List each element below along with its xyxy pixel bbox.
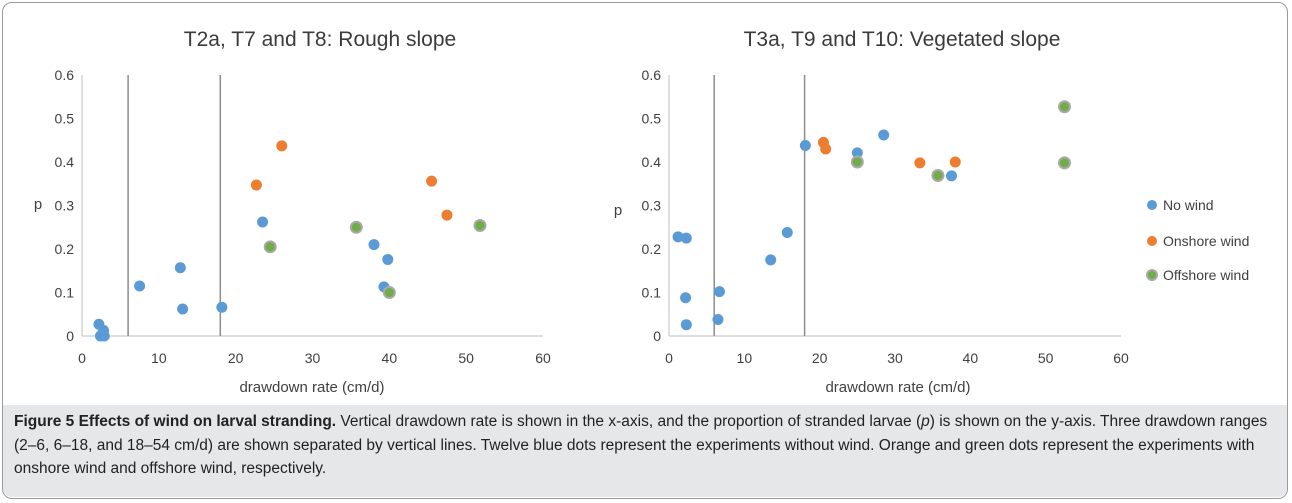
caption-text-2: ) is shown on the y-axis. Three drawdown… <box>14 413 1268 477</box>
y-tick-label: 0 <box>66 328 74 344</box>
y-tick-label: 0.2 <box>642 241 662 257</box>
data-point-onshore <box>914 157 926 169</box>
data-point-no-wind <box>765 254 777 266</box>
data-point-no-wind <box>851 147 863 159</box>
data-point-no-wind <box>712 313 724 325</box>
x-tick-label: 0 <box>78 350 86 366</box>
x-tick-label: 30 <box>887 350 903 366</box>
y-tick-label: 0.1 <box>55 285 75 301</box>
x-tick-label: 10 <box>151 350 167 366</box>
y-tick-label: 0.6 <box>55 67 75 83</box>
data-point-offshore <box>1058 100 1071 114</box>
y-tick-label: 0.2 <box>55 241 75 257</box>
data-point-offshore <box>263 240 277 254</box>
x-tick-label: 50 <box>458 350 474 366</box>
x-tick-label: 10 <box>737 350 753 366</box>
chart-title: T3a, T9 and T10: Vegetated slope <box>744 28 1061 51</box>
y-axis-label: p <box>614 202 622 219</box>
data-point-offshore <box>382 286 396 299</box>
y-axis-label: p <box>34 196 42 213</box>
data-point-no-wind <box>878 129 890 141</box>
data-point-offshore <box>850 155 864 169</box>
data-point-no-wind <box>672 231 684 243</box>
caption-text: Vertical drawdown rate is shown in the x… <box>336 413 922 430</box>
data-point-no-wind <box>680 319 692 331</box>
data-point-no-wind <box>946 170 957 182</box>
data-point-no-wind <box>98 330 110 342</box>
data-point-no-wind <box>177 303 189 315</box>
x-tick-label: 60 <box>535 350 551 366</box>
legend-label: Onshore wind <box>1163 233 1249 249</box>
y-tick-label: 0.3 <box>55 198 75 214</box>
data-point-no-wind <box>174 262 186 274</box>
x-tick-label: 20 <box>228 350 244 366</box>
data-point-offshore <box>931 168 945 182</box>
legend-marker <box>1147 200 1157 210</box>
chart-legend: No wind Onshore wind Offshore wind <box>1146 197 1249 283</box>
caption-italic-p: p <box>921 413 930 430</box>
data-point-no-wind <box>216 301 228 313</box>
data-point-no-wind <box>680 232 692 244</box>
left-chart: T2a, T7 and T8: Rough slope 0 0.1 0.2 0.3 0.4… <box>34 28 551 396</box>
data-point-no-wind <box>368 239 380 251</box>
figure-caption: Figure 5 Effects of wind on larval stran… <box>14 410 1276 481</box>
x-tick-label: 40 <box>963 350 979 366</box>
caption-title: Figure 5 Effects of wind on larval stran… <box>14 413 337 430</box>
y-tick-label: 0 <box>653 328 661 344</box>
x-tick-label: 0 <box>665 350 673 366</box>
y-tick-label: 0.5 <box>642 111 662 127</box>
data-point-no-wind <box>134 280 146 292</box>
legend-label: Offshore wind <box>1163 267 1249 283</box>
x-axis-label: drawdown rate (cm/d) <box>239 379 384 396</box>
data-point-no-wind <box>713 286 725 298</box>
right-chart: T3a, T9 and T10: Vegetated slope 0 0.1 0.2 0… <box>614 28 1250 396</box>
y-tick-label: 0.1 <box>642 285 662 301</box>
data-point-no-wind <box>781 226 793 238</box>
x-tick-label: 30 <box>305 350 321 366</box>
legend-marker <box>1147 236 1157 246</box>
data-point-no-wind <box>680 292 692 304</box>
x-tick-label: 50 <box>1038 350 1054 366</box>
x-tick-label: 60 <box>1113 350 1129 366</box>
y-tick-label: 0.4 <box>642 154 662 170</box>
y-tick-label: 0.4 <box>55 154 75 170</box>
data-point-offshore <box>1058 156 1071 170</box>
x-axis-label: drawdown rate (cm/d) <box>825 379 970 396</box>
data-point-onshore <box>426 175 438 187</box>
data-point-offshore <box>473 219 487 233</box>
data-point-onshore <box>949 156 961 168</box>
chart-title: T2a, T7 and T8: Rough slope <box>184 28 456 51</box>
y-tick-label: 0.5 <box>55 111 75 127</box>
caption-band <box>3 405 1287 497</box>
data-point-onshore <box>250 179 262 191</box>
data-point-onshore <box>820 143 832 155</box>
legend-marker <box>1146 269 1158 281</box>
y-tick-label: 0.6 <box>642 67 662 83</box>
x-tick-label: 40 <box>382 350 398 366</box>
legend-label: No wind <box>1163 197 1214 213</box>
data-point-no-wind <box>382 253 394 265</box>
data-point-no-wind <box>257 216 269 228</box>
data-point-offshore <box>349 220 363 234</box>
data-point-no-wind <box>799 139 811 151</box>
data-point-onshore <box>276 140 288 152</box>
x-tick-label: 20 <box>812 350 828 366</box>
y-tick-label: 0.3 <box>642 198 662 214</box>
data-point-onshore <box>441 209 453 221</box>
